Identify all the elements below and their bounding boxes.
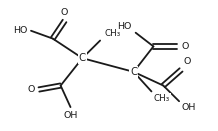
- Text: C: C: [79, 53, 86, 63]
- Text: O: O: [61, 8, 68, 17]
- Text: HO: HO: [13, 26, 27, 35]
- Text: HO: HO: [117, 22, 132, 31]
- Text: CH₃: CH₃: [153, 94, 170, 103]
- Text: OH: OH: [63, 111, 78, 120]
- Text: OH: OH: [181, 103, 196, 112]
- Text: O: O: [181, 42, 188, 51]
- Text: C: C: [130, 67, 137, 77]
- Text: O: O: [183, 57, 190, 66]
- Text: O: O: [28, 85, 35, 94]
- Text: CH₃: CH₃: [104, 29, 120, 38]
